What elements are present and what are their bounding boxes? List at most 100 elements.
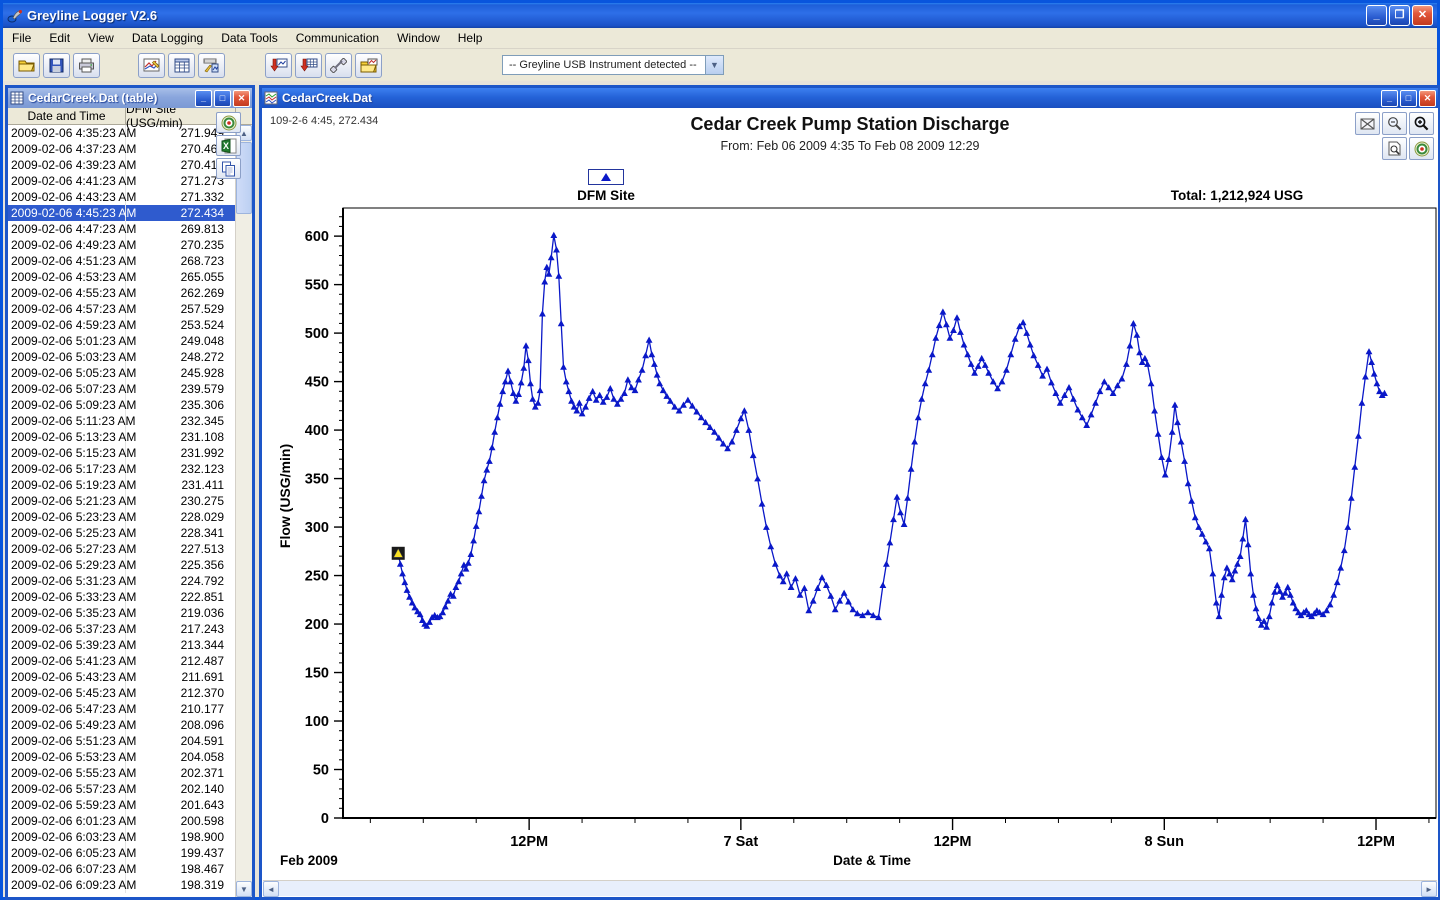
column-header-date[interactable]: Date and Time	[8, 108, 126, 124]
cell-datetime: 2009-02-06 5:57:23 AM	[8, 781, 126, 797]
combo-dropdown-icon[interactable]: ▼	[705, 56, 723, 74]
restore-button[interactable]: ❐	[1389, 5, 1410, 26]
scroll-down-arrow[interactable]: ▼	[236, 881, 252, 897]
table-minimize-button[interactable]: _	[195, 90, 212, 107]
zoom-out-button[interactable]	[1382, 112, 1407, 135]
chart-plot[interactable]: 05010015020025030035040045050055060012PM…	[262, 108, 1438, 897]
table-row[interactable]: 2009-02-06 4:57:23 AM257.529	[8, 301, 236, 317]
print-preview-button[interactable]	[1382, 137, 1407, 160]
table-row[interactable]: 2009-02-06 5:23:23 AM228.029	[8, 509, 236, 525]
table-row[interactable]: 2009-02-06 5:49:23 AM208.096	[8, 717, 236, 733]
floppy-icon	[49, 58, 64, 73]
table-row[interactable]: 2009-02-06 5:35:23 AM219.036	[8, 605, 236, 621]
table-row[interactable]: 2009-02-06 5:33:23 AM222.851	[8, 589, 236, 605]
table-row[interactable]: 2009-02-06 5:13:23 AM231.108	[8, 429, 236, 445]
minimize-button[interactable]: _	[1366, 5, 1387, 26]
table-row[interactable]: 2009-02-06 4:37:23 AM270.460	[8, 141, 236, 157]
table-row[interactable]: 2009-02-06 4:49:23 AM270.235	[8, 237, 236, 253]
zoom-in-button[interactable]	[1409, 112, 1434, 135]
graph-setup-button[interactable]	[198, 53, 225, 78]
menu-data-logging[interactable]: Data Logging	[123, 28, 212, 48]
cell-datetime: 2009-02-06 6:03:23 AM	[8, 829, 126, 845]
table-row[interactable]: 2009-02-06 5:11:23 AM232.345	[8, 413, 236, 429]
menu-help[interactable]: Help	[449, 28, 492, 48]
table-row[interactable]: 2009-02-06 5:27:23 AM227.513	[8, 541, 236, 557]
table-vertical-scrollbar[interactable]: ▲ ▼	[235, 125, 252, 897]
table-row[interactable]: 2009-02-06 5:09:23 AM235.306	[8, 397, 236, 413]
download-graph-button[interactable]	[265, 53, 292, 78]
table-row[interactable]: 2009-02-06 4:41:23 AM271.273	[8, 173, 236, 189]
table-row[interactable]: 2009-02-06 5:57:23 AM202.140	[8, 781, 236, 797]
chart-sensor-target-button[interactable]	[1409, 137, 1434, 160]
table-row[interactable]: 2009-02-06 4:51:23 AM268.723	[8, 253, 236, 269]
save-file-button[interactable]	[43, 53, 70, 78]
table-row[interactable]: 2009-02-06 6:03:23 AM198.900	[8, 829, 236, 845]
chart-maximize-button[interactable]: □	[1400, 90, 1417, 107]
table-close-button[interactable]: ✕	[233, 90, 250, 107]
table-row[interactable]: 2009-02-06 5:55:23 AM202.371	[8, 765, 236, 781]
table-row[interactable]: 2009-02-06 5:31:23 AM224.792	[8, 573, 236, 589]
menu-view[interactable]: View	[79, 28, 123, 48]
table-maximize-button[interactable]: □	[214, 90, 231, 107]
menu-edit[interactable]: Edit	[40, 28, 79, 48]
new-table-button[interactable]	[168, 53, 195, 78]
chart-close-button[interactable]: ✕	[1419, 90, 1436, 107]
table-row[interactable]: 2009-02-06 5:59:23 AM201.643	[8, 797, 236, 813]
table-row[interactable]: 2009-02-06 6:07:23 AM198.467	[8, 861, 236, 877]
table-row[interactable]: 2009-02-06 5:21:23 AM230.275	[8, 493, 236, 509]
table-row[interactable]: 2009-02-06 4:53:23 AM265.055	[8, 269, 236, 285]
table-row[interactable]: 2009-02-06 4:35:23 AM271.949	[8, 125, 236, 141]
table-row[interactable]: 2009-02-06 4:43:23 AM271.332	[8, 189, 236, 205]
table-row[interactable]: 2009-02-06 5:05:23 AM245.928	[8, 365, 236, 381]
copy-button[interactable]	[216, 158, 241, 179]
open-file-button[interactable]	[13, 53, 40, 78]
table-row[interactable]: 2009-02-06 5:51:23 AM204.591	[8, 733, 236, 749]
print-button[interactable]	[73, 53, 100, 78]
close-button[interactable]: ✕	[1412, 5, 1433, 26]
table-row[interactable]: 2009-02-06 5:17:23 AM232.123	[8, 461, 236, 477]
cell-flow-value: 253.524	[126, 317, 236, 333]
table-row[interactable]: 2009-02-06 5:39:23 AM213.344	[8, 637, 236, 653]
sensor-target-button[interactable]	[216, 112, 241, 133]
download-table-button[interactable]	[295, 53, 322, 78]
chart-minimize-button[interactable]: _	[1381, 90, 1398, 107]
export-excel-button[interactable]: X	[216, 135, 241, 156]
table-row[interactable]: 2009-02-06 5:03:23 AM248.272	[8, 349, 236, 365]
menu-communication[interactable]: Communication	[287, 28, 388, 48]
download-graph-icon	[270, 58, 288, 73]
no-zoom-icon	[1360, 117, 1376, 131]
table-row[interactable]: 2009-02-06 4:47:23 AM269.813	[8, 221, 236, 237]
chart-horizontal-scrollbar[interactable]: ◄ ►	[263, 880, 1437, 896]
connect-instrument-button[interactable]	[325, 53, 352, 78]
table-row[interactable]: 2009-02-06 6:09:23 AM198.319	[8, 877, 236, 893]
scroll-right-arrow[interactable]: ►	[1421, 881, 1437, 897]
table-row[interactable]: 2009-02-06 4:39:23 AM270.416	[8, 157, 236, 173]
table-row[interactable]: 2009-02-06 5:43:23 AM211.691	[8, 669, 236, 685]
table-row[interactable]: 2009-02-06 5:29:23 AM225.356	[8, 557, 236, 573]
table-row[interactable]: 2009-02-06 5:07:23 AM239.579	[8, 381, 236, 397]
table-row[interactable]: 2009-02-06 5:53:23 AM204.058	[8, 749, 236, 765]
table-row[interactable]: 2009-02-06 4:59:23 AM253.524	[8, 317, 236, 333]
new-graph-button[interactable]	[138, 53, 165, 78]
table-row[interactable]: 2009-02-06 4:55:23 AM262.269	[8, 285, 236, 301]
open-logged-data-button[interactable]	[355, 53, 382, 78]
cell-flow-value: 231.411	[126, 477, 236, 493]
table-row[interactable]: 2009-02-06 5:19:23 AM231.411	[8, 477, 236, 493]
menu-data-tools[interactable]: Data Tools	[212, 28, 286, 48]
table-row[interactable]: 2009-02-06 5:37:23 AM217.243	[8, 621, 236, 637]
cell-flow-value: 204.591	[126, 733, 236, 749]
menu-window[interactable]: Window	[388, 28, 449, 48]
table-row[interactable]: 2009-02-06 5:41:23 AM212.487	[8, 653, 236, 669]
table-row[interactable]: 2009-02-06 5:47:23 AM210.177	[8, 701, 236, 717]
table-row[interactable]: 2009-02-06 6:05:23 AM199.437	[8, 845, 236, 861]
table-row[interactable]: 2009-02-06 5:45:23 AM212.370	[8, 685, 236, 701]
instrument-combo[interactable]: -- Greyline USB Instrument detected -- ▼	[502, 55, 724, 75]
menu-file[interactable]: File	[3, 28, 40, 48]
table-row-selected[interactable]: 2009-02-06 4:45:23 AM272.434	[8, 205, 236, 221]
table-row[interactable]: 2009-02-06 5:01:23 AM249.048	[8, 333, 236, 349]
table-row[interactable]: 2009-02-06 6:01:23 AM200.598	[8, 813, 236, 829]
scroll-left-arrow[interactable]: ◄	[263, 881, 279, 897]
table-row[interactable]: 2009-02-06 5:15:23 AM231.992	[8, 445, 236, 461]
table-row[interactable]: 2009-02-06 5:25:23 AM228.341	[8, 525, 236, 541]
no-zoom-button[interactable]	[1355, 112, 1380, 135]
